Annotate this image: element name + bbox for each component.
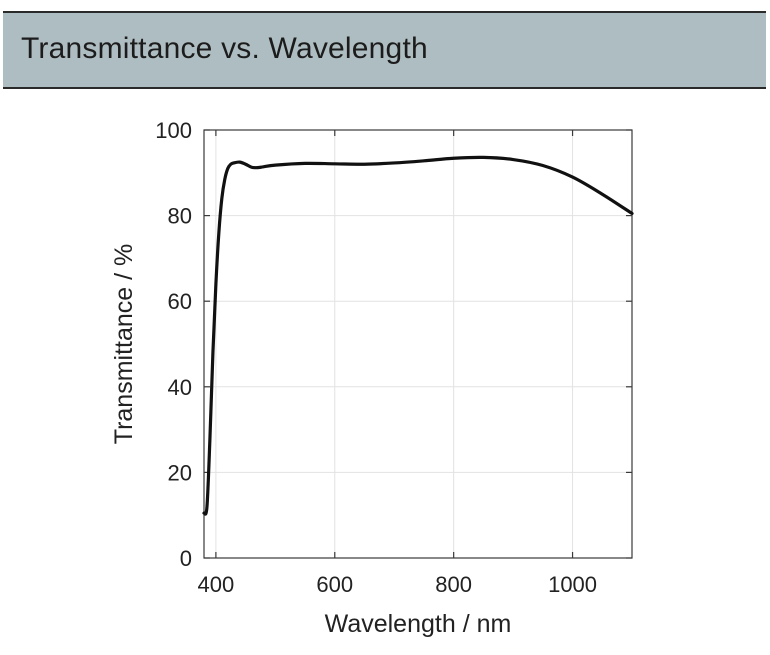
y-tick-label: 80 <box>168 204 192 229</box>
page-title: Transmittance vs. Wavelength <box>21 32 428 65</box>
y-tick-label: 20 <box>168 460 192 485</box>
y-tick-label: 100 <box>155 118 192 143</box>
plot-frame <box>203 129 633 559</box>
y-tick-label: 0 <box>180 546 192 571</box>
x-tick-label: 1000 <box>548 572 597 597</box>
header-bar: Transmittance vs. Wavelength <box>3 11 766 89</box>
x-tick-label: 800 <box>435 572 472 597</box>
x-tick-label: 400 <box>198 572 235 597</box>
series-line-0 <box>202 155 634 516</box>
y-tick-label: 40 <box>168 375 192 400</box>
y-axis-label: Transmittance / % <box>110 244 138 445</box>
y-tick-label: 60 <box>168 289 192 314</box>
x-axis-label: Wavelength / nm <box>325 610 512 638</box>
x-tick-label: 600 <box>316 572 353 597</box>
